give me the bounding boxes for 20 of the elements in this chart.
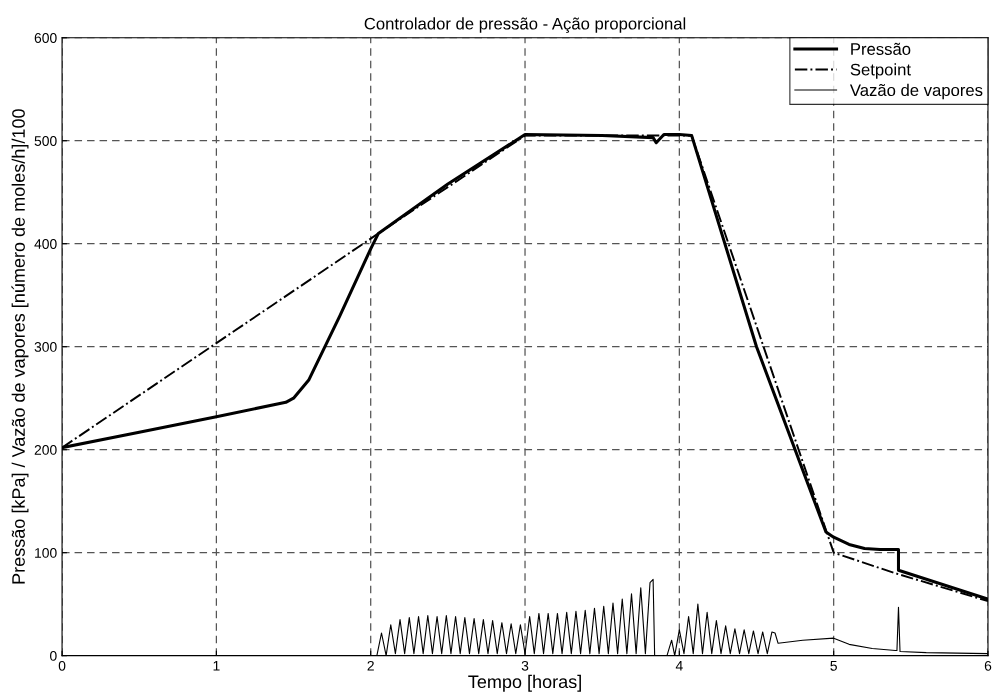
y-axis-title: Pressão [kPa] / Vazão de vapores [número de moles/h]/100: [11, 109, 29, 584]
legend-label: Pressão: [851, 42, 911, 55]
y-tick-label: 0: [50, 651, 57, 661]
x-tick-label: 6: [984, 660, 992, 671]
legend-label: Setpoint: [850, 63, 911, 79]
chart-title: Controlador de pressão - Ação proporcional: [364, 17, 686, 33]
x-tick-label: 4: [675, 661, 683, 671]
x-tick-label: 3: [521, 660, 529, 671]
y-tick-label: 500: [34, 136, 57, 146]
y-tick-label: 200: [34, 445, 57, 455]
x-tick-label: 5: [830, 661, 837, 671]
y-tick-label: 300: [34, 342, 57, 352]
x-tick-label: 0: [58, 660, 66, 671]
legend-label: Vazão de vapores: [849, 83, 983, 100]
x-tick-label: 2: [367, 660, 374, 671]
y-tick-label: 600: [34, 33, 57, 43]
y-tick-label: 100: [35, 548, 57, 558]
x-tick-label: 1: [213, 661, 220, 671]
x-axis-title: Tempo [horas]: [468, 674, 581, 692]
y-tick-label: 400: [34, 239, 57, 249]
